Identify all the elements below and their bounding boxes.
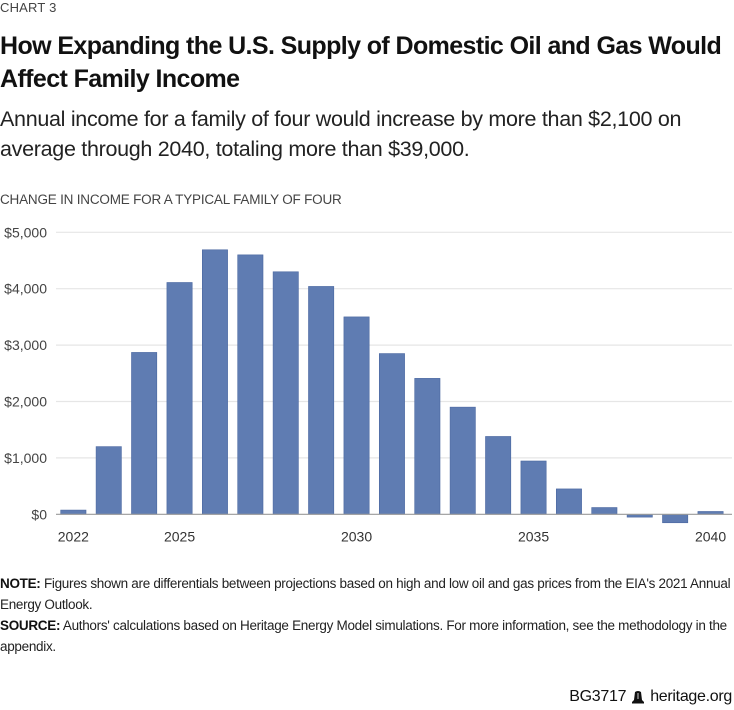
- bar-2022: [60, 509, 87, 515]
- y-axis-title: CHANGE IN INCOME FOR A TYPICAL FAMILY OF…: [0, 192, 342, 207]
- liberty-bell-icon: [632, 691, 645, 704]
- bars: [60, 249, 724, 524]
- bar-2037: [591, 507, 618, 515]
- note-line: NOTE: Figures shown are differentials be…: [0, 573, 734, 615]
- x-tick-label: 2035: [518, 528, 549, 544]
- chart-title: How Expanding the U.S. Supply of Domesti…: [0, 32, 722, 93]
- x-tick-label: 2030: [341, 528, 372, 544]
- x-tick-labels: 2022 2025 2030 2035 2040: [58, 528, 727, 544]
- bar-2030: [343, 316, 370, 515]
- y-tick-label: $4,000: [4, 281, 47, 297]
- bar-2024: [131, 352, 158, 515]
- report-id: BG3717: [569, 688, 627, 705]
- bar-2036: [555, 488, 582, 515]
- y-tick-label: $3,000: [4, 337, 47, 353]
- note-text: Figures shown are differentials between …: [0, 576, 731, 612]
- notes-block: NOTE: Figures shown are differentials be…: [0, 573, 734, 657]
- bar-2026: [202, 249, 228, 515]
- bar-2031: [378, 353, 405, 515]
- chart-kicker: CHART 3: [0, 0, 57, 15]
- y-tick-label: $2,000: [4, 394, 47, 410]
- bar-2032: [414, 378, 441, 515]
- bar-2029: [308, 286, 335, 515]
- bar-2033: [449, 406, 476, 515]
- site-link[interactable]: heritage.org: [650, 688, 732, 705]
- y-tick-label: $5,000: [4, 224, 47, 240]
- chart-subtitle: Annual income for a family of four would…: [0, 107, 682, 161]
- y-tick-labels: $0 $1,000 $2,000 $3,000 $4,000 $5,000: [4, 224, 47, 522]
- bar-2027: [237, 254, 264, 515]
- y-tick-label: $0: [31, 506, 47, 522]
- source-text: Authors' calculations based on Heritage …: [0, 618, 727, 654]
- y-tick-label: $1,000: [4, 450, 47, 466]
- bar-2023: [95, 446, 122, 515]
- source-line: SOURCE: Authors' calculations based on H…: [0, 615, 734, 657]
- bar-2035: [520, 460, 547, 515]
- credit-line: BG3717 heritage.org: [569, 688, 732, 706]
- x-tick-label: 2022: [58, 528, 89, 544]
- bar-2025: [166, 282, 193, 515]
- x-tick-label: 2025: [164, 528, 195, 544]
- source-label: SOURCE:: [0, 618, 61, 633]
- bar-2028: [272, 271, 299, 515]
- bar-chart: $0$1,000$2,000$3,000$4,000$5,000 2022 202…: [4, 224, 732, 544]
- bar-2034: [485, 436, 512, 515]
- x-tick-label: 2040: [695, 528, 726, 544]
- bar-2039: [662, 513, 689, 524]
- note-label: NOTE:: [0, 576, 41, 591]
